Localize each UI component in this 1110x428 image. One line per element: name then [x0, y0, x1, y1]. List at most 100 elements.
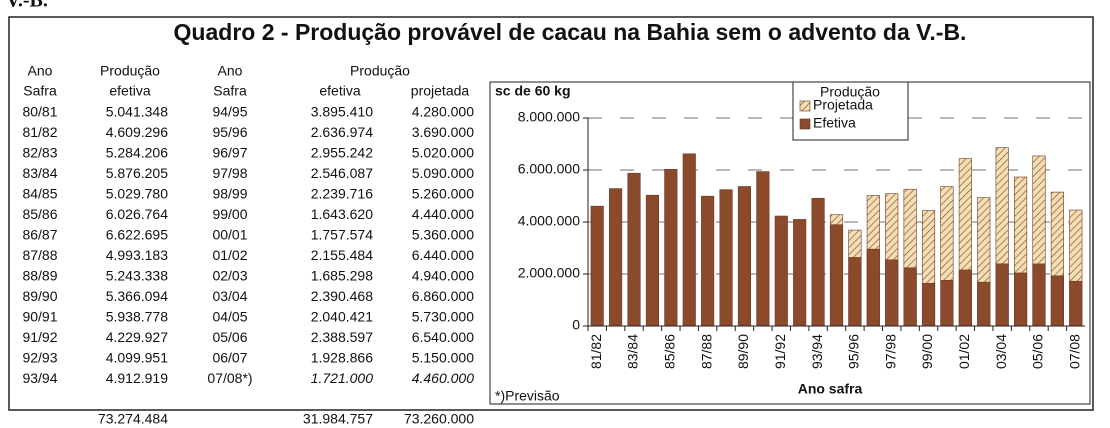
- y-tick-label: 4.000.000: [518, 213, 580, 229]
- table-cell: 06/07: [212, 350, 247, 366]
- bar: [940, 280, 954, 327]
- y-tick-label: 2.000.000: [518, 265, 580, 281]
- table-cell: 1.685.298: [311, 268, 373, 284]
- table-cell: 4.609.296: [106, 124, 168, 140]
- table-cell: 1.928.866: [311, 350, 373, 366]
- table-cell: 83/84: [22, 165, 57, 181]
- x-tick-label: 05/06: [1030, 334, 1046, 369]
- table-header: efetiva: [109, 83, 150, 99]
- x-tick-label: 95/96: [846, 334, 862, 369]
- bar: [829, 224, 844, 327]
- table-cell: 91/92: [22, 329, 57, 345]
- table-cell: 02/03: [212, 268, 247, 284]
- table-cell: 2.040.421: [311, 309, 373, 325]
- table-cell: 98/99: [212, 186, 247, 202]
- table-cell: 5.029.780: [106, 186, 168, 202]
- bar: [793, 219, 807, 327]
- legend-title: Produção: [820, 84, 880, 100]
- table-cell: 99/00: [212, 206, 247, 222]
- x-tick-label: 81/82: [588, 334, 604, 369]
- x-tick-label: 07/08: [1066, 334, 1082, 369]
- table-cell: 89/90: [22, 288, 57, 304]
- table-cell: 81/82: [22, 124, 57, 140]
- table-cell: 04/05: [212, 309, 247, 325]
- table-header: Produção: [100, 63, 160, 79]
- table-cell: 95/96: [212, 124, 247, 140]
- table-cell: 88/89: [22, 268, 57, 284]
- table-cell: 96/97: [212, 145, 247, 161]
- table-header: Safra: [23, 83, 57, 99]
- table-cell: 93/94: [22, 370, 57, 386]
- table-cell: 5.020.000: [412, 145, 474, 161]
- x-axis-label: Ano safra: [798, 381, 863, 397]
- table-cell: 80/81: [22, 104, 57, 120]
- table-cell: 1.757.574: [311, 227, 373, 243]
- x-tick-label: 03/04: [993, 334, 1009, 369]
- table-cell: 85/86: [22, 206, 57, 222]
- frame: [8, 16, 1094, 411]
- y-tick-label: 0: [572, 317, 580, 333]
- bar: [590, 205, 604, 327]
- bar: [995, 263, 1009, 327]
- footnote: *)Previsão: [495, 388, 560, 404]
- table-cell: 6.622.695: [106, 227, 168, 243]
- bar: [866, 248, 880, 327]
- table-total: 73.260.000: [404, 411, 474, 427]
- table-cell: 4.940.000: [412, 268, 474, 284]
- table-cell: 5.243.338: [106, 268, 168, 284]
- x-tick-label: 01/02: [956, 334, 972, 369]
- table-cell: 6.540.000: [412, 329, 474, 345]
- bar: [1050, 275, 1064, 327]
- table-cell: 00/01: [212, 227, 247, 243]
- table-header: Ano: [28, 63, 53, 79]
- x-tick-label: 89/90: [735, 334, 751, 369]
- table-cell: 5.090.000: [412, 165, 474, 181]
- x-tick-label: 83/84: [625, 334, 641, 369]
- bar: [977, 281, 991, 327]
- bar: [756, 171, 770, 327]
- table-cell: 4.280.000: [412, 104, 474, 120]
- bar: [627, 172, 641, 327]
- title: Quadro 2 - Produção provável de cacau na…: [174, 19, 967, 45]
- table-cell: 4.440.000: [412, 206, 474, 222]
- bar: [921, 282, 936, 327]
- table-cell: 05/06: [212, 329, 247, 345]
- table-cell: 4.460.000: [412, 370, 474, 386]
- table-cell: 07/08*): [207, 370, 252, 386]
- bar: [664, 169, 678, 327]
- bar: [1014, 272, 1028, 327]
- chart-frame: [489, 81, 1091, 405]
- table-cell: 4.993.183: [106, 247, 168, 263]
- legend-box: [792, 81, 909, 141]
- bar: [682, 153, 696, 327]
- table-cell: 2.388.597: [311, 329, 373, 345]
- bar: [1069, 280, 1083, 327]
- table-total: 73.274.484: [98, 411, 168, 427]
- table-cell: 5.366.094: [106, 288, 168, 304]
- table-cell: 5.041.348: [106, 104, 168, 120]
- table-cell: 5.260.000: [412, 186, 474, 202]
- bar: [885, 259, 899, 327]
- bar: [848, 257, 862, 327]
- table-header: Ano: [218, 63, 243, 79]
- table-cell: 5.730.000: [412, 309, 474, 325]
- x-tick-label: 97/98: [882, 334, 898, 369]
- table-cell: 1.721.000: [311, 370, 373, 386]
- table-cell: 01/02: [212, 247, 247, 263]
- table-cell: 4.229.927: [106, 329, 168, 345]
- table-cell: 92/93: [22, 350, 57, 366]
- bar: [903, 267, 917, 327]
- table-header: Produção: [350, 63, 410, 79]
- bar: [958, 269, 972, 327]
- y-tick-label: 8.000.000: [518, 109, 580, 125]
- table-cell: 1.643.620: [311, 206, 373, 222]
- table-cell: 5.938.778: [106, 309, 168, 325]
- table-cell: 86/87: [22, 227, 57, 243]
- table-cell: 84/85: [22, 186, 57, 202]
- table-cell: 2.239.716: [311, 186, 373, 202]
- table-cell: 5.360.000: [412, 227, 474, 243]
- table-cell: 6.026.764: [106, 206, 168, 222]
- legend-swatch: [799, 100, 811, 112]
- bar: [645, 194, 659, 327]
